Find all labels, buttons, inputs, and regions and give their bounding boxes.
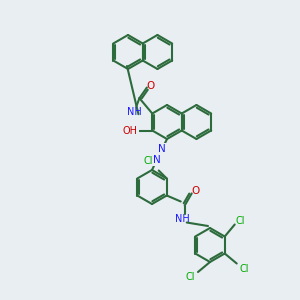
Text: Cl: Cl [240,263,250,274]
Text: O: O [147,80,155,91]
Text: NH: NH [127,107,142,117]
Text: NH: NH [175,214,190,224]
Text: Cl: Cl [185,272,195,282]
Text: Cl: Cl [144,155,154,166]
Text: N: N [158,144,166,154]
Text: Cl: Cl [236,215,245,226]
Text: N: N [153,155,161,165]
Text: OH: OH [123,125,138,136]
Text: O: O [192,186,200,197]
